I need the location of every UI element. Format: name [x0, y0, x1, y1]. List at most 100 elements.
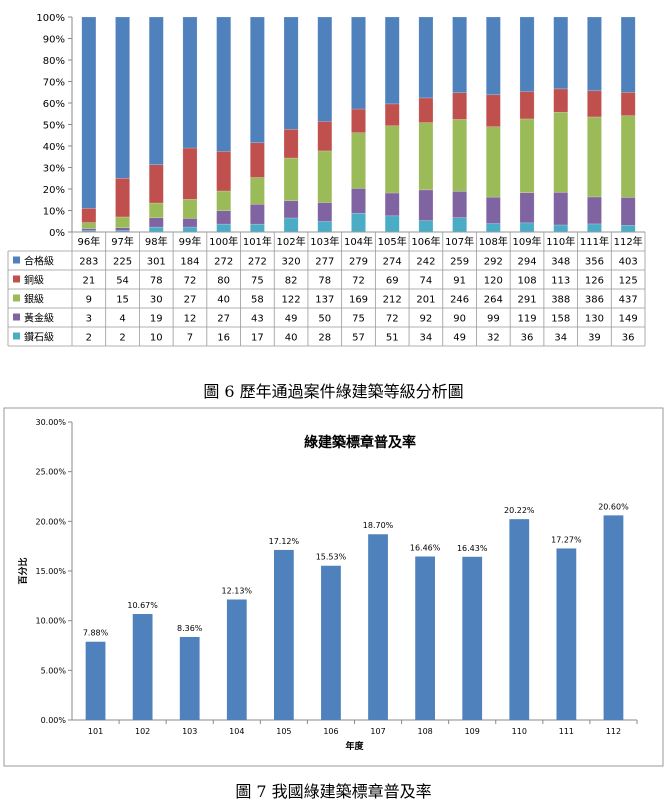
table-value: 21 — [82, 276, 95, 287]
table-value: 120 — [484, 276, 503, 287]
x-tick-label: 110 — [512, 727, 527, 736]
table-value: 292 — [484, 257, 503, 268]
stacked-bar-segment — [115, 178, 130, 218]
stacked-bar-segment — [519, 16, 535, 92]
bar — [556, 548, 577, 720]
stacked-bar-segment — [351, 188, 366, 214]
table-value: 51 — [386, 333, 399, 344]
table-value: 78 — [318, 276, 331, 287]
stacked-bar-segment — [384, 16, 400, 105]
stacked-bar-segment — [384, 125, 400, 194]
stacked-bar-segment — [418, 189, 434, 221]
stacked-bar-segment — [148, 16, 164, 166]
stacked-bar-segment — [250, 142, 265, 178]
stacked-bar-segment — [452, 92, 467, 120]
stacked-bar-segment — [283, 200, 299, 219]
category-label: 108年 — [479, 235, 508, 248]
legend-label: 合格級 — [24, 255, 54, 268]
stacked-bar-segment — [250, 223, 265, 233]
stacked-bar-segment — [452, 217, 467, 233]
table-value: 54 — [116, 276, 129, 287]
table-value: 122 — [282, 295, 301, 306]
table-value: 2 — [86, 333, 92, 344]
stacked-bar-segment — [452, 16, 467, 94]
table-value: 119 — [517, 314, 536, 325]
category-label: 106年 — [411, 235, 440, 248]
stacked-bar-segment — [485, 16, 501, 96]
table-value: 348 — [551, 257, 570, 268]
y-tick-label: 40% — [43, 142, 65, 153]
category-label: 99年 — [179, 235, 202, 248]
bar — [321, 565, 341, 720]
table-value: 130 — [585, 314, 604, 325]
legend-swatch — [13, 332, 20, 340]
table-value: 49 — [453, 333, 466, 344]
stacked-bar-segment — [553, 192, 569, 226]
stacked-bar-segment — [283, 157, 299, 202]
stacked-bar-segment — [553, 224, 569, 233]
table-value: 50 — [318, 314, 331, 325]
x-tick-label: 106 — [323, 727, 338, 736]
data-label: 20.22% — [504, 506, 535, 515]
table-value: 9 — [86, 295, 92, 306]
y-tick-label: 50% — [43, 121, 65, 132]
data-label: 10.67% — [127, 601, 158, 610]
legend-swatch — [13, 313, 20, 321]
chart-border — [3, 407, 664, 767]
table-value: 27 — [217, 314, 230, 325]
legend-label: 銀級 — [24, 293, 44, 306]
stacked-bar-segment — [553, 16, 569, 90]
table-value: 75 — [251, 276, 264, 287]
x-tick-label: 103 — [182, 727, 197, 736]
table-value: 17 — [251, 333, 264, 344]
table-value: 16 — [217, 333, 230, 344]
table-value: 39 — [588, 333, 601, 344]
stacked-bar-segment — [283, 217, 299, 233]
category-label: 98年 — [145, 235, 168, 248]
table-value: 225 — [113, 257, 132, 268]
table-value: 291 — [517, 295, 536, 306]
category-label: 101年 — [243, 235, 272, 248]
stacked-bar-segment — [485, 196, 501, 224]
category-label: 100年 — [209, 235, 238, 248]
stacked-bar-segment — [418, 220, 434, 233]
legend-swatch — [13, 256, 20, 264]
stacked-bar-segment — [485, 94, 501, 128]
table-value: 28 — [318, 333, 331, 344]
table-value: 264 — [484, 295, 503, 306]
category-label: 109年 — [512, 235, 541, 248]
x-tick-label: 102 — [135, 727, 150, 736]
stacked-bar-segment — [81, 208, 97, 223]
stacked-bar-segment — [317, 16, 333, 122]
table-value: 78 — [150, 276, 163, 287]
table-value: 169 — [349, 295, 368, 306]
y-axis-label: 百分比 — [17, 557, 29, 584]
table-value: 92 — [420, 314, 433, 325]
stacked-bar-segment — [216, 16, 232, 152]
table-value: 72 — [184, 276, 197, 287]
x-tick-label: 108 — [417, 727, 432, 736]
table-value: 272 — [214, 257, 233, 268]
category-label: 104年 — [344, 235, 373, 248]
table-value: 90 — [453, 314, 466, 325]
legend-label: 黃金級 — [24, 312, 54, 325]
table-value: 99 — [487, 314, 500, 325]
table-value: 34 — [554, 333, 567, 344]
stacked-bar-segment — [216, 210, 232, 225]
data-label: 17.27% — [551, 535, 582, 544]
table-value: 388 — [551, 295, 570, 306]
table-value: 91 — [453, 276, 466, 287]
x-tick-label: 111 — [559, 727, 574, 736]
chart-title: 綠建築標章普及率 — [304, 434, 416, 451]
table-value: 2 — [119, 333, 125, 344]
category-label: 96年 — [77, 235, 100, 248]
stacked-bar-segment — [587, 223, 602, 233]
bar — [179, 636, 200, 720]
penetration-rate-chart: 綠建築標章普及率 0.00% 5.00% 10.00% 15.00% 20.00% 25.0… — [3, 407, 664, 767]
stacked-bar-segment — [384, 215, 400, 233]
stacked-bar-segment — [553, 111, 569, 193]
data-label: 15.53% — [316, 553, 347, 562]
stacked-bar-segment — [317, 150, 333, 203]
table-value: 58 — [251, 295, 264, 306]
stacked-bar-segment — [452, 191, 467, 218]
